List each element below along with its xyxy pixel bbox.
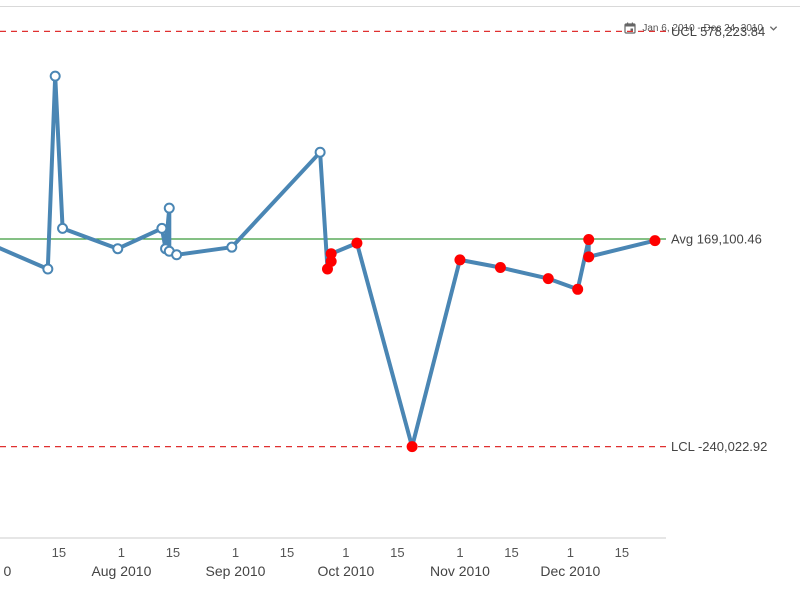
data-point: [42, 263, 54, 275]
out-of-control-point: [325, 255, 337, 267]
data-point: [156, 222, 168, 234]
x-month-label: Nov 2010: [430, 563, 490, 579]
top-divider: [0, 6, 800, 7]
x-tick-label: 15: [166, 545, 180, 560]
date-range-label: Jan 6, 2010 - Dec 24, 2010: [642, 22, 763, 34]
x-tick-label: 15: [504, 545, 518, 560]
date-range-filter[interactable]: Jan 6, 2010 - Dec 24, 2010: [624, 22, 778, 34]
x-month-label: Dec 2010: [540, 563, 600, 579]
data-point: [163, 202, 175, 214]
out-of-control-point: [406, 441, 418, 453]
out-of-control-point: [572, 283, 584, 295]
x-tick-label: 15: [280, 545, 294, 560]
x-tick-label: 1: [342, 545, 349, 560]
data-point: [57, 222, 69, 234]
ucl-label: UCL 578,223.84: [671, 24, 765, 39]
out-of-control-point: [542, 273, 554, 285]
out-of-control-point: [494, 261, 506, 273]
avg-label: Avg 169,100.46: [671, 232, 762, 247]
x-tick-label: 15: [52, 545, 66, 560]
calendar-icon: [624, 22, 636, 34]
data-point: [112, 243, 124, 255]
data-point: [226, 241, 238, 253]
x-tick-label: 15: [615, 545, 629, 560]
data-point: [314, 146, 326, 158]
x-tick-label: 1: [232, 545, 239, 560]
data-point: [49, 70, 61, 82]
data-point: [171, 249, 183, 261]
x-month-label: 0: [3, 563, 11, 579]
out-of-control-point: [454, 254, 466, 266]
x-tick-label: 1: [456, 545, 463, 560]
out-of-control-point: [351, 237, 363, 249]
out-of-control-point: [583, 251, 595, 263]
x-month-label: Sep 2010: [206, 563, 266, 579]
x-tick-label: 1: [567, 545, 574, 560]
chevron-down-icon: [769, 25, 778, 31]
out-of-control-point: [583, 234, 595, 246]
out-of-control-point: [649, 235, 661, 247]
x-month-label: Oct 2010: [317, 563, 374, 579]
out-of-control-point: [325, 248, 337, 260]
x-month-label: Aug 2010: [91, 563, 151, 579]
x-tick-label: 15: [390, 545, 404, 560]
x-tick-label: 1: [118, 545, 125, 560]
lcl-label: LCL -240,022.92: [671, 439, 767, 454]
